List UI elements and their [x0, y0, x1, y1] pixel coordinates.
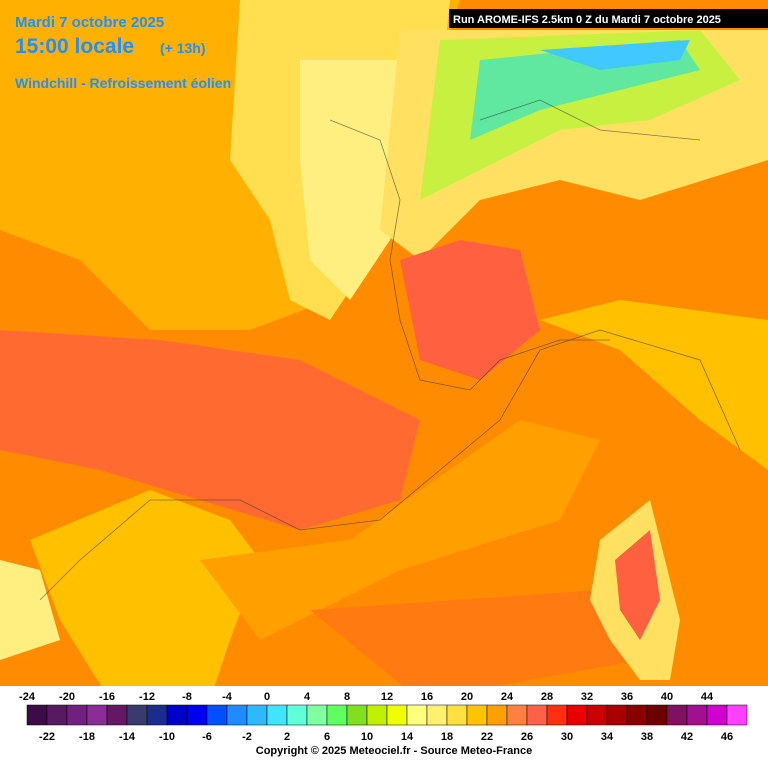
legend-label: -18 — [79, 731, 95, 743]
legend-label: 14 — [401, 731, 414, 743]
legend-label: 0 — [264, 691, 270, 703]
run-label: Run AROME-IFS 2.5km 0 Z du Mardi 7 octob… — [453, 14, 721, 26]
legend-swatch — [706, 704, 728, 726]
legend-swatch — [626, 704, 648, 726]
legend-label: 8 — [344, 691, 350, 703]
legend-label: -12 — [139, 691, 155, 703]
legend-label: 28 — [541, 691, 553, 703]
legend-swatch — [446, 704, 468, 726]
legend-swatch — [326, 704, 348, 726]
copyright: Copyright © 2025 Meteociel.fr - Source M… — [256, 745, 532, 757]
legend-swatch — [86, 704, 108, 726]
legend-label: 26 — [521, 731, 533, 743]
time: 15:00 locale — [15, 35, 134, 58]
legend-label: 12 — [381, 691, 393, 703]
legend-label: -10 — [159, 731, 175, 743]
legend-label: 4 — [304, 691, 311, 703]
legend-label: 2 — [284, 731, 290, 743]
legend-swatch — [486, 704, 508, 726]
legend-label: 40 — [661, 691, 673, 703]
date: Mardi 7 octobre 2025 — [15, 14, 164, 31]
legend-swatch — [306, 704, 328, 726]
legend-label: 32 — [581, 691, 593, 703]
legend-swatch — [166, 704, 188, 726]
header: Mardi 7 octobre 2025 15:00 locale (+ 13h… — [15, 9, 768, 91]
legend-swatch — [46, 704, 68, 726]
legend-swatch — [66, 704, 88, 726]
legend-swatch — [226, 704, 248, 726]
legend-label: 38 — [641, 731, 653, 743]
legend-label: 22 — [481, 731, 493, 743]
legend-swatch — [146, 704, 168, 726]
legend-swatch — [646, 704, 668, 726]
legend-swatch — [506, 704, 528, 726]
legend-label: 10 — [361, 731, 373, 743]
legend-swatch — [466, 704, 488, 726]
legend-label: 44 — [701, 691, 714, 703]
legend-panel — [0, 686, 768, 768]
legend-swatch — [186, 704, 208, 726]
legend-label: 16 — [421, 691, 433, 703]
legend-label: -8 — [182, 691, 192, 703]
legend-label: 24 — [501, 691, 514, 703]
legend-label: -20 — [59, 691, 75, 703]
legend-swatch — [106, 704, 128, 726]
legend-label: 20 — [461, 691, 473, 703]
legend-swatch — [546, 704, 568, 726]
legend-label: -6 — [202, 731, 212, 743]
legend-label: -24 — [19, 691, 36, 703]
run-box — [449, 9, 768, 28]
legend-swatch — [566, 704, 588, 726]
legend-label: -14 — [119, 731, 136, 743]
parameter: Windchill - Refroissement éolien — [15, 75, 231, 91]
legend-swatch — [526, 704, 548, 726]
legend-label: 42 — [681, 731, 693, 743]
legend-swatch — [26, 704, 48, 726]
legend-label: -4 — [222, 691, 233, 703]
legend-swatch — [206, 704, 228, 726]
legend-label: -2 — [242, 731, 252, 743]
legend: -24-22-20-18-16-14-12-10-8-6-4-202468101… — [19, 691, 748, 743]
legend-swatch — [726, 704, 748, 726]
legend-swatch — [666, 704, 688, 726]
legend-label: 46 — [721, 731, 733, 743]
legend-label: -22 — [39, 731, 55, 743]
legend-swatch — [586, 704, 608, 726]
legend-swatch — [406, 704, 428, 726]
legend-label: 6 — [324, 731, 330, 743]
legend-swatch — [386, 704, 408, 726]
legend-swatch — [266, 704, 288, 726]
borders — [39, 99, 741, 601]
legend-label: 36 — [621, 691, 633, 703]
legend-swatch — [686, 704, 708, 726]
legend-swatch — [606, 704, 628, 726]
legend-swatch — [426, 704, 448, 726]
legend-label: 34 — [601, 731, 614, 743]
legend-swatch — [246, 704, 268, 726]
legend-label: -16 — [99, 691, 115, 703]
legend-swatch — [346, 704, 368, 726]
legend-swatch — [366, 704, 388, 726]
legend-label: 30 — [561, 731, 573, 743]
legend-swatch — [126, 704, 148, 726]
lead: (+ 13h) — [160, 40, 206, 56]
legend-swatch — [286, 704, 308, 726]
legend-label: 18 — [441, 731, 453, 743]
